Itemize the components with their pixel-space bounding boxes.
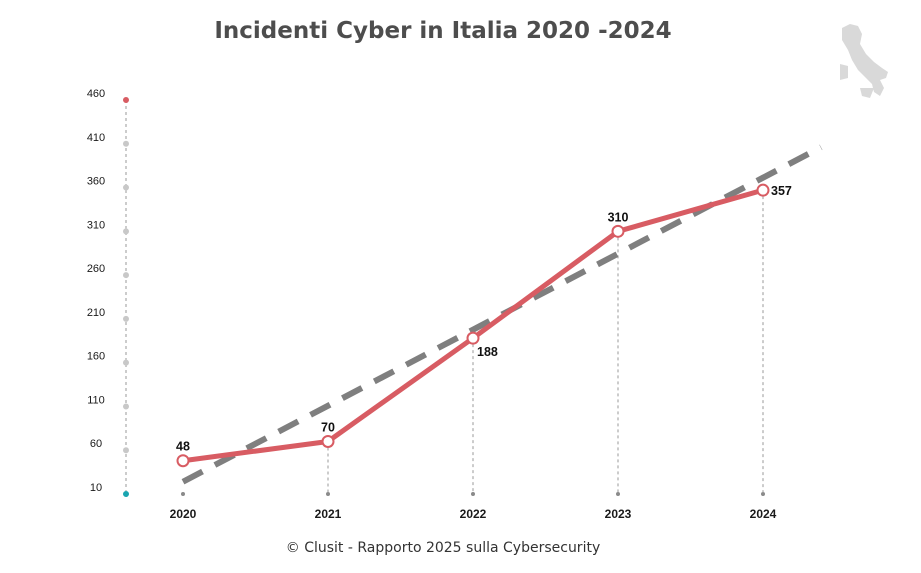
x-tick-label: 2020 xyxy=(170,507,197,521)
series-incidenti: 48 70 188 310 357 xyxy=(176,183,792,468)
y-axis-marker xyxy=(123,403,129,410)
data-point xyxy=(756,183,770,197)
data-point xyxy=(466,331,480,345)
x-tick-label: 2024 xyxy=(750,507,777,521)
chart-title: Incidenti Cyber in Italia 2020 -2024 xyxy=(214,18,672,44)
italy-map-icon xyxy=(840,24,888,98)
y-axis-marker xyxy=(123,359,129,366)
data-label: 70 xyxy=(321,420,335,434)
y-tick-label: 460 xyxy=(87,88,105,100)
x-axis-marker xyxy=(616,492,620,496)
y-axis-marker xyxy=(123,228,129,235)
chart-footer: © Clusit - Rapporto 2025 sulla Cybersecu… xyxy=(285,540,601,556)
y-tick-label: 210 xyxy=(87,307,105,319)
x-axis: 2020 2021 2022 2023 2024 xyxy=(170,492,777,521)
drop-lines xyxy=(327,190,764,494)
data-point xyxy=(176,454,190,468)
y-axis-marker xyxy=(123,184,129,191)
data-label: 310 xyxy=(608,210,629,224)
y-tick-label: 160 xyxy=(87,351,105,363)
y-axis-marker xyxy=(123,140,129,147)
y-tick-label: 10 xyxy=(90,482,102,494)
y-tick-label: 310 xyxy=(87,219,105,231)
y-axis-marker xyxy=(123,272,129,279)
y-tick-label: 60 xyxy=(90,438,102,450)
data-point xyxy=(321,434,335,448)
x-tick-label: 2022 xyxy=(460,507,487,521)
y-tick-label: 410 xyxy=(87,132,105,144)
y-tick-label: 260 xyxy=(87,263,105,275)
data-label: 188 xyxy=(477,345,498,359)
x-axis-marker xyxy=(761,492,765,496)
x-axis-marker xyxy=(181,492,185,496)
y-axis-marker xyxy=(123,491,129,497)
x-axis-marker xyxy=(326,492,330,496)
x-tick-label: 2023 xyxy=(605,507,632,521)
x-axis-marker xyxy=(471,492,475,496)
x-tick-label: 2021 xyxy=(315,507,342,521)
data-label: 48 xyxy=(176,440,190,454)
y-axis: 10 60 110 160 210 260 310 360 410 460 xyxy=(87,88,129,497)
y-axis-marker xyxy=(123,315,129,322)
y-axis-marker xyxy=(123,97,129,103)
data-label: 357 xyxy=(771,184,792,198)
y-axis-marker xyxy=(123,447,129,454)
y-tick-label: 360 xyxy=(87,176,105,188)
series-line xyxy=(180,187,766,464)
data-point xyxy=(611,224,625,238)
y-tick-label: 110 xyxy=(87,394,105,406)
